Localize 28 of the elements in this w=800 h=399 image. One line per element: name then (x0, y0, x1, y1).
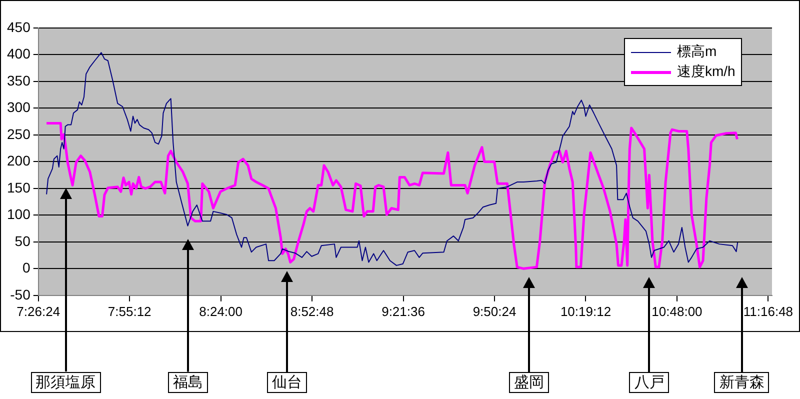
y-tick-label: 0 (22, 260, 31, 276)
x-tick-label: 11:16:48 (743, 304, 794, 319)
x-tick-label: 9:50:24 (472, 304, 516, 319)
legend-label: 速度km/h (677, 63, 736, 81)
x-tick-label: 10:19:12 (560, 304, 612, 319)
x-tick-label: 8:52:48 (290, 304, 334, 319)
y-tick-label: 450 (7, 18, 31, 35)
legend-label: 標高m (677, 43, 717, 61)
y-tick-label: 350 (7, 72, 31, 88)
text: 八戸 (629, 372, 670, 393)
y-tick-label: 400 (7, 46, 31, 62)
text: 仙台 (267, 372, 308, 393)
x-tick-label: 8:24:00 (199, 304, 243, 319)
text: 那須塩原 (30, 372, 100, 393)
x-tick-label: 10:48:00 (652, 304, 702, 319)
y-tick-label: 300 (7, 99, 31, 116)
y-tick-label: 200 (7, 152, 31, 169)
y-tick-label: -50 (10, 286, 31, 302)
text: 盛岡 (509, 372, 550, 393)
x-tick-label: 9:21:36 (382, 304, 425, 319)
text: 福島 (168, 372, 208, 393)
y-tick-label: 50 (14, 232, 31, 249)
x-tick-label: 7:26:24 (16, 304, 60, 319)
text: 新青森 (714, 372, 770, 393)
y-tick-label: 250 (7, 126, 31, 142)
x-tick-label: 7:55:12 (108, 304, 152, 319)
y-tick-label: 150 (7, 179, 31, 196)
y-tick-label: 100 (7, 206, 31, 222)
